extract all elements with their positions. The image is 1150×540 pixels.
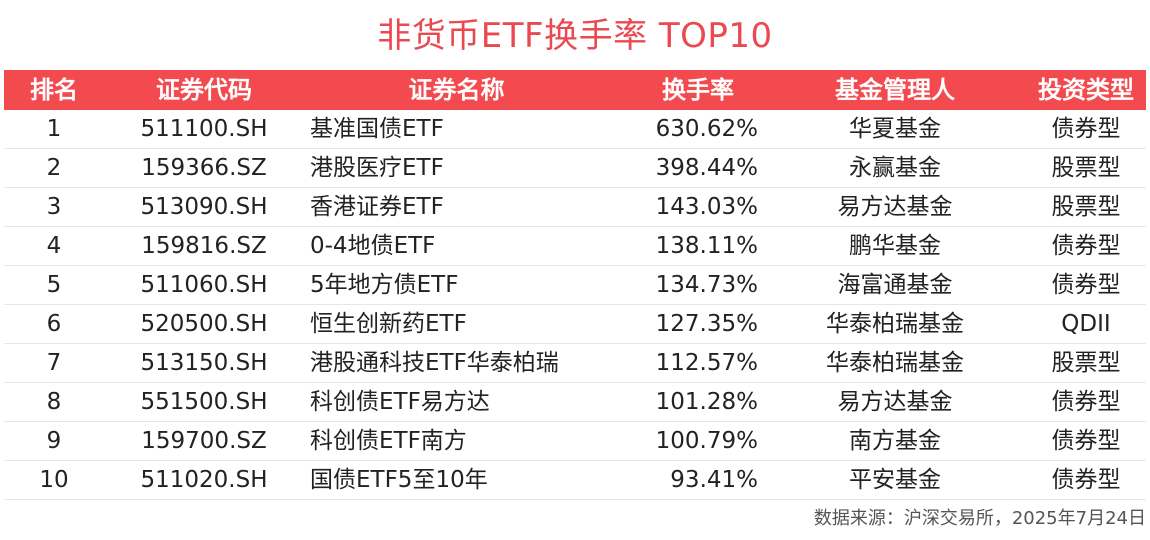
cell-rank: 3 — [46, 194, 62, 220]
table-row: 1 511100.SH 基准国债ETF 630.62% 华夏基金 债券型 — [4, 110, 1146, 149]
cell-type: 债券型 — [1051, 272, 1121, 298]
cell-rank: 6 — [46, 311, 62, 337]
cell-turnover: 101.28% — [655, 389, 758, 415]
cell-name: 香港证券ETF — [310, 194, 444, 220]
table-row: 7 513150.SH 港股通科技ETF华泰柏瑞 112.57% 华泰柏瑞基金 … — [4, 344, 1146, 383]
cell-name: 5年地方债ETF — [310, 272, 459, 298]
cell-type: QDII — [1061, 311, 1111, 337]
cell-code: 520500.SH — [140, 311, 268, 337]
cell-turnover: 398.44% — [655, 155, 758, 181]
cell-code: 159816.SZ — [141, 233, 267, 259]
table-row: 5 511060.SH 5年地方债ETF 134.73% 海富通基金 债券型 — [4, 266, 1146, 305]
header-turnover: 换手率 — [662, 76, 734, 104]
cell-rank: 8 — [46, 389, 62, 415]
cell-rank: 4 — [46, 233, 62, 259]
cell-turnover: 112.57% — [655, 350, 758, 376]
cell-name: 基准国债ETF — [310, 116, 444, 142]
cell-code: 511020.SH — [140, 467, 268, 493]
cell-turnover: 138.11% — [655, 233, 758, 259]
turnover-table: 排名 证券代码 证券名称 换手率 基金管理人 投资类型 1 511100.SH … — [4, 70, 1146, 500]
cell-type: 债券型 — [1051, 116, 1121, 142]
table-row: 2 159366.SZ 港股医疗ETF 398.44% 永赢基金 股票型 — [4, 149, 1146, 188]
cell-manager: 易方达基金 — [837, 389, 953, 415]
cell-manager: 南方基金 — [849, 428, 941, 454]
cell-manager: 永赢基金 — [849, 155, 941, 181]
cell-code: 511060.SH — [140, 272, 268, 298]
cell-type: 债券型 — [1051, 233, 1121, 259]
table-row: 9 159700.SZ 科创债ETF南方 100.79% 南方基金 债券型 — [4, 422, 1146, 461]
cell-name: 国债ETF5至10年 — [310, 467, 488, 493]
cell-code: 159700.SZ — [141, 428, 267, 454]
cell-rank: 7 — [46, 350, 62, 376]
cell-manager: 易方达基金 — [837, 194, 953, 220]
header-type: 投资类型 — [1038, 76, 1134, 104]
cell-turnover: 127.35% — [655, 311, 758, 337]
cell-type: 股票型 — [1051, 350, 1121, 376]
header-code: 证券代码 — [156, 76, 252, 104]
cell-rank: 1 — [46, 116, 62, 142]
table-row: 10 511020.SH 国债ETF5至10年 93.41% 平安基金 债券型 — [4, 461, 1146, 500]
cell-code: 551500.SH — [140, 389, 268, 415]
cell-rank: 2 — [46, 155, 62, 181]
cell-manager: 海富通基金 — [837, 272, 953, 298]
cell-name: 0-4地债ETF — [310, 233, 436, 259]
cell-name: 恒生创新药ETF — [310, 311, 467, 337]
cell-manager: 华泰柏瑞基金 — [826, 350, 964, 376]
table-row: 8 551500.SH 科创债ETF易方达 101.28% 易方达基金 债券型 — [4, 383, 1146, 422]
page-title: 非货币ETF换手率 TOP10 — [377, 16, 773, 56]
cell-name: 科创债ETF南方 — [310, 428, 467, 454]
cell-turnover: 630.62% — [655, 116, 758, 142]
cell-manager: 平安基金 — [849, 467, 941, 493]
header-name: 证券名称 — [408, 76, 505, 104]
cell-manager: 华夏基金 — [849, 116, 941, 142]
table-row: 3 513090.SH 香港证券ETF 143.03% 易方达基金 股票型 — [4, 188, 1146, 227]
cell-code: 513090.SH — [140, 194, 268, 220]
table-header: 排名 证券代码 证券名称 换手率 基金管理人 投资类型 — [4, 70, 1146, 110]
cell-rank: 9 — [46, 428, 62, 454]
cell-type: 债券型 — [1051, 389, 1121, 415]
data-source-note: 数据来源：沪深交易所，2025年7月24日 — [813, 508, 1146, 529]
cell-type: 股票型 — [1051, 155, 1121, 181]
cell-name: 科创债ETF易方达 — [310, 389, 490, 415]
cell-turnover: 100.79% — [655, 428, 758, 454]
cell-name: 港股通科技ETF华泰柏瑞 — [310, 350, 559, 376]
cell-code: 159366.SZ — [141, 155, 267, 181]
cell-type: 债券型 — [1051, 467, 1121, 493]
cell-code: 513150.SH — [140, 350, 268, 376]
table-row: 6 520500.SH 恒生创新药ETF 127.35% 华泰柏瑞基金 QDII — [4, 305, 1146, 344]
cell-turnover: 93.41% — [670, 467, 758, 493]
cell-turnover: 134.73% — [655, 272, 758, 298]
header-manager: 基金管理人 — [835, 76, 955, 104]
cell-manager: 华泰柏瑞基金 — [826, 311, 964, 337]
cell-code: 511100.SH — [140, 116, 268, 142]
cell-turnover: 143.03% — [655, 194, 758, 220]
cell-manager: 鹏华基金 — [849, 233, 941, 259]
table-row: 4 159816.SZ 0-4地债ETF 138.11% 鹏华基金 债券型 — [4, 227, 1146, 266]
header-rank: 排名 — [30, 76, 78, 104]
cell-type: 股票型 — [1051, 194, 1121, 220]
cell-type: 债券型 — [1051, 428, 1121, 454]
cell-rank: 5 — [46, 272, 62, 298]
cell-name: 港股医疗ETF — [310, 155, 444, 181]
cell-rank: 10 — [39, 467, 69, 493]
